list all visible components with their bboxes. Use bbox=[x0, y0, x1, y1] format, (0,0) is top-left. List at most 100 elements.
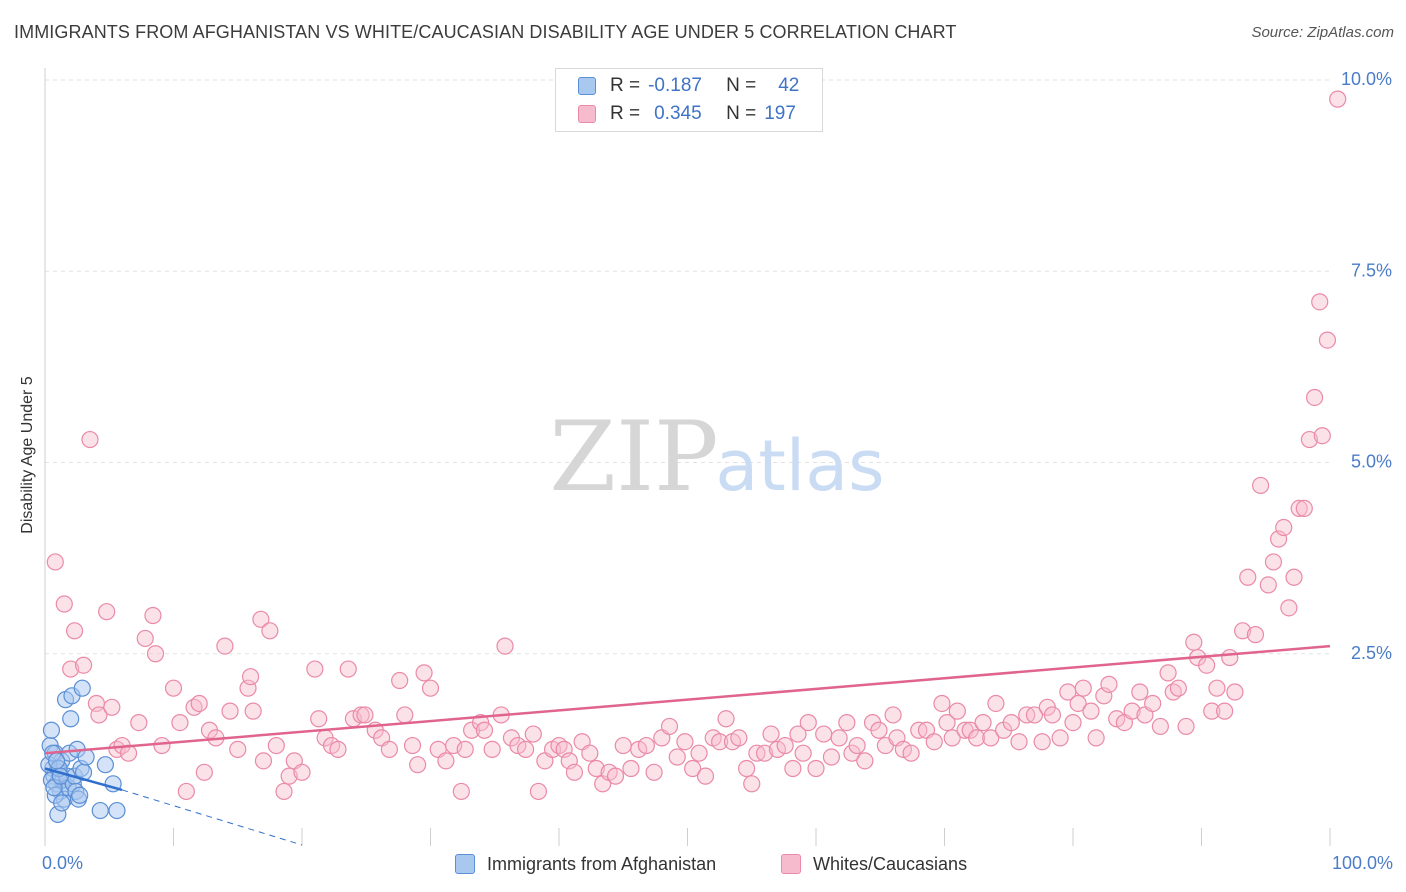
pink-point bbox=[696, 767, 715, 785]
trend-layer bbox=[44, 644, 1331, 846]
pink-point bbox=[483, 740, 501, 758]
pink-point bbox=[254, 752, 273, 770]
pink-point bbox=[391, 671, 409, 690]
pink-point bbox=[968, 729, 986, 747]
pink-point bbox=[452, 782, 470, 801]
pink-point bbox=[1151, 717, 1169, 736]
pink-point bbox=[164, 679, 183, 697]
pink-point bbox=[799, 713, 817, 732]
pink-point bbox=[46, 553, 64, 571]
pink-point bbox=[1144, 694, 1162, 713]
pink-point bbox=[743, 775, 761, 793]
pink-point bbox=[509, 736, 527, 755]
y-axis-label: Disability Age Under 5 bbox=[19, 376, 36, 534]
pink-point bbox=[524, 725, 542, 743]
blue-point bbox=[42, 721, 61, 739]
x-tick-label: 0.0% bbox=[42, 853, 83, 873]
bottom-legend-whites[interactable]: Whites/Caucasians bbox=[781, 851, 967, 877]
legend-row-whites: R = 0.345 N = 197 bbox=[578, 101, 796, 127]
pink-point bbox=[848, 736, 866, 755]
pink-point bbox=[987, 694, 1005, 713]
pink-point bbox=[1329, 90, 1347, 108]
watermark: ZIP atlas bbox=[549, 401, 884, 513]
pink-point bbox=[1043, 706, 1062, 724]
pink-point bbox=[1305, 388, 1324, 407]
pink-point bbox=[948, 702, 966, 720]
pink-point bbox=[614, 736, 632, 755]
pink-point bbox=[711, 733, 729, 751]
blue-trend-line bbox=[44, 767, 123, 792]
pink-point bbox=[856, 752, 874, 770]
pink-point bbox=[645, 763, 663, 781]
pink-point bbox=[267, 736, 285, 755]
pink-point bbox=[275, 782, 293, 801]
pink-point bbox=[529, 782, 548, 801]
correlation-legend: R = -0.187 N = 42 R = 0.345 N = 197 bbox=[555, 68, 823, 132]
legend-n-label: N = bbox=[726, 75, 757, 96]
pink-point bbox=[838, 713, 856, 732]
source-label: Source: ZipAtlas.com bbox=[1251, 24, 1394, 41]
pink-point bbox=[62, 660, 80, 678]
pink-point bbox=[190, 694, 208, 713]
pink-point bbox=[103, 698, 121, 716]
pink-point bbox=[352, 706, 370, 724]
pink-point bbox=[153, 736, 171, 755]
y-tick-label: 5.0% bbox=[1351, 452, 1392, 472]
pink-point bbox=[171, 713, 189, 732]
pink-point bbox=[1131, 683, 1149, 701]
bottom-legend-immigrants[interactable]: Immigrants from Afghanistan bbox=[455, 851, 716, 877]
pink-point bbox=[1311, 293, 1329, 311]
pink-point bbox=[475, 721, 494, 739]
pink-point bbox=[1198, 656, 1216, 674]
pink-point bbox=[637, 736, 655, 755]
pink-point bbox=[130, 713, 148, 732]
pink-point bbox=[195, 763, 213, 781]
blue-trend-extension bbox=[121, 789, 303, 846]
blue-point bbox=[108, 801, 126, 820]
pink-point bbox=[794, 744, 812, 762]
y-tick-label: 10.0% bbox=[1341, 69, 1392, 89]
pink-point bbox=[933, 694, 951, 713]
pink-point bbox=[81, 430, 99, 449]
pink-point bbox=[55, 595, 73, 613]
y-tick-label: 7.5% bbox=[1351, 260, 1392, 280]
pink-point bbox=[784, 759, 802, 778]
pink-point bbox=[1239, 568, 1257, 586]
legend-n-value: 197 bbox=[764, 103, 796, 124]
legend-row-immigrants: R = -0.187 N = 42 bbox=[578, 73, 799, 99]
bottom-legend-swatch-pink bbox=[781, 854, 801, 874]
pink-point bbox=[738, 759, 756, 778]
pink-point bbox=[216, 637, 234, 655]
pink-point bbox=[581, 744, 599, 762]
pink-point bbox=[1280, 599, 1298, 617]
pink-point bbox=[925, 733, 943, 751]
watermark-atlas: atlas bbox=[715, 425, 884, 507]
pink-point bbox=[221, 702, 239, 720]
pink-point bbox=[356, 706, 374, 724]
pink-point bbox=[717, 710, 735, 728]
pink-point bbox=[1010, 733, 1028, 751]
legend-n-label: N = bbox=[726, 103, 757, 124]
blue-point bbox=[73, 679, 91, 697]
pink-point bbox=[1208, 679, 1226, 697]
blue-point bbox=[71, 786, 89, 804]
pink-point bbox=[815, 725, 833, 743]
pink-point bbox=[902, 744, 920, 762]
watermark-zip: ZIP bbox=[549, 401, 718, 513]
pink-point bbox=[403, 736, 422, 755]
pink-point bbox=[1234, 622, 1252, 640]
axes-layer bbox=[44, 68, 1331, 846]
pink-point bbox=[1108, 710, 1126, 728]
pink-point bbox=[1082, 702, 1100, 720]
pink-point bbox=[339, 660, 357, 678]
pink-point bbox=[660, 717, 679, 736]
pink-point bbox=[1100, 675, 1118, 693]
legend-r-label: R = bbox=[610, 75, 641, 96]
pink-point bbox=[1033, 733, 1051, 751]
bottom-legend-label: Whites/Caucasians bbox=[813, 853, 968, 874]
pink-point bbox=[396, 706, 414, 724]
x-tick-label: 100.0% bbox=[1332, 853, 1393, 873]
pink-point bbox=[1087, 729, 1105, 747]
pink-point bbox=[776, 736, 794, 755]
